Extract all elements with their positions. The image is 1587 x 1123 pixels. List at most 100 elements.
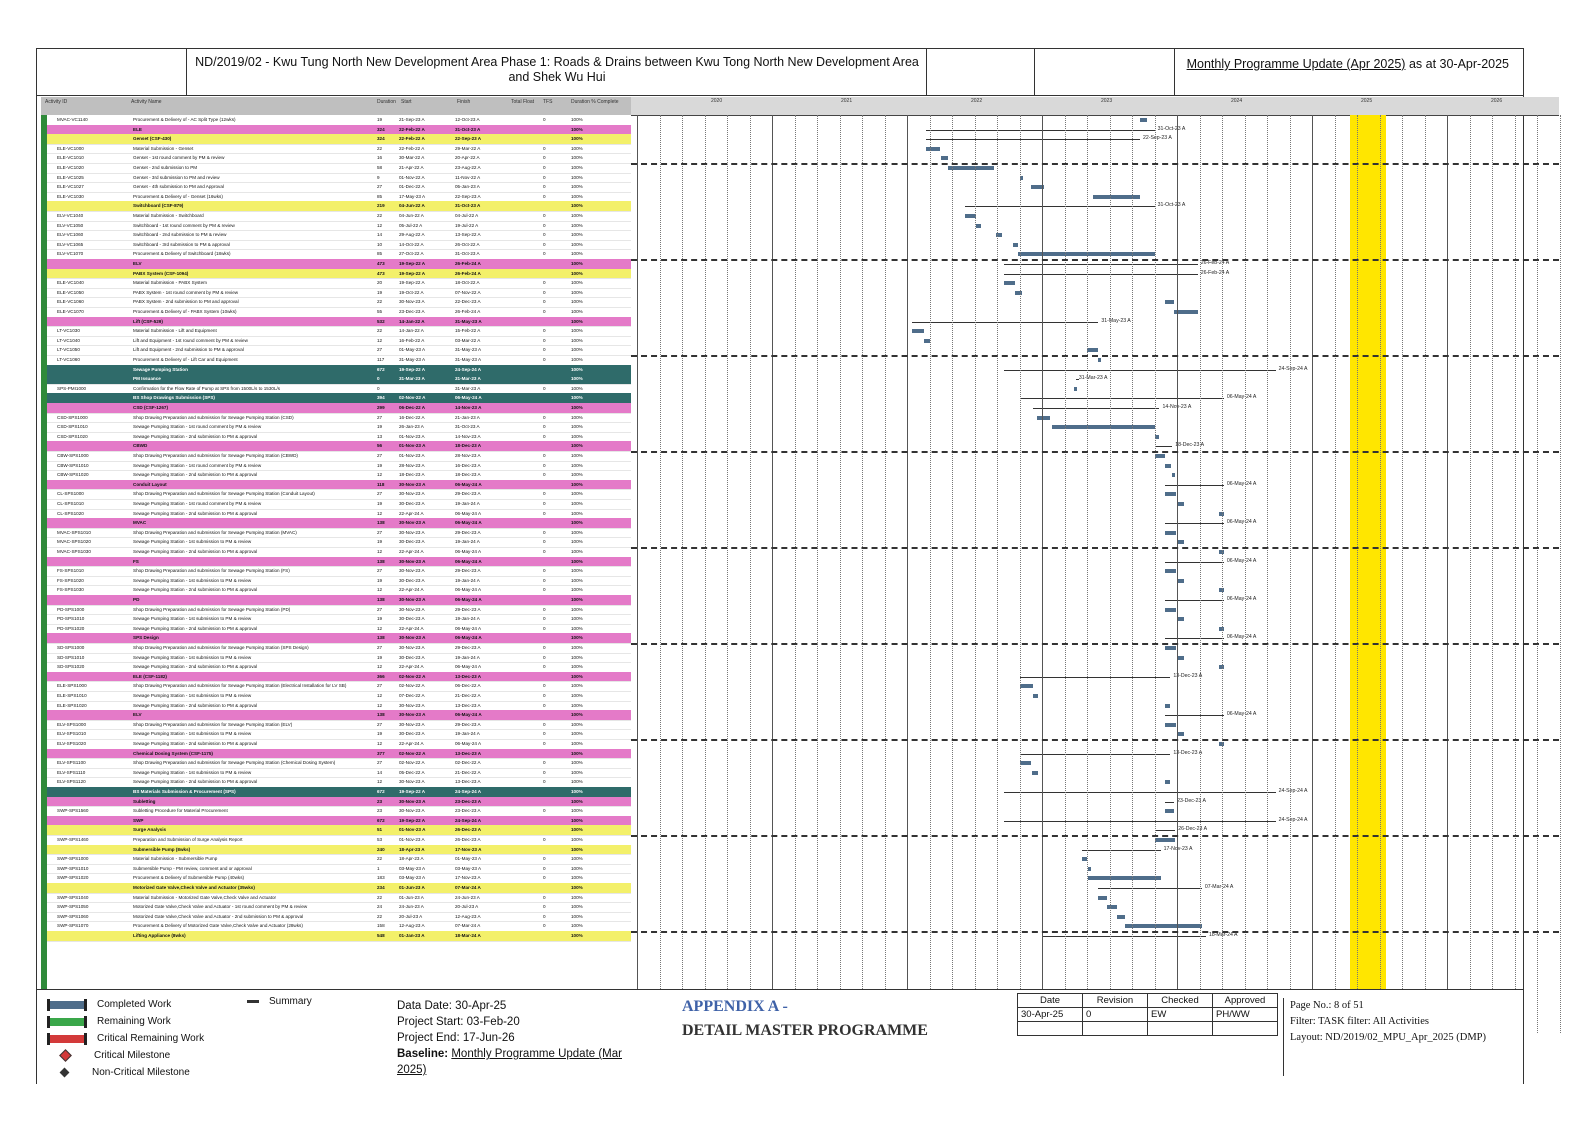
activity-row[interactable]: CBW-SPS1000 Shop Drawing Preparation and … xyxy=(47,451,631,462)
gantt-summary-line xyxy=(1165,523,1224,525)
activity-row[interactable]: LT-VC1030 Material Submission - Lift and … xyxy=(47,326,631,337)
activity-row[interactable]: ELV 138 30-Nov-23 A 06-May-24 A 100% xyxy=(47,710,631,721)
activity-row[interactable]: FS-SPS1020 Sewage Pumping Station - 1st s… xyxy=(47,576,631,587)
activity-start: 30-Nov-23 A xyxy=(399,520,426,526)
activity-row[interactable]: SD-SPS1000 Shop Drawing Preparation and s… xyxy=(47,643,631,654)
activity-finish: 13-Dec-23 A xyxy=(455,779,481,785)
activity-row[interactable]: CBW-SPS1010 Sewage Pumping Station - 1st … xyxy=(47,461,631,472)
activity-row[interactable]: ELE-VC1040 Material Submission - PABX Sys… xyxy=(47,278,631,289)
activity-start: 30-Dec-23 A xyxy=(399,654,425,660)
activity-finish: 19-Jul-22 A xyxy=(455,222,479,228)
activity-row[interactable]: Lift (CSF-529) 532 14-Jan-22 A 31-May-23 A 1… xyxy=(47,316,631,328)
activity-id: ELE-VC1000 xyxy=(57,145,84,151)
activity-row[interactable]: CL-SPS1010 Sewage Pumping Station - 1st r… xyxy=(47,499,631,510)
gantt-bar xyxy=(1087,348,1099,353)
activity-name: Lift and Equipment - 2nd submission to P… xyxy=(133,347,244,353)
col-total-float: Total Float xyxy=(511,99,535,105)
activity-id: SD-SPS1000 xyxy=(57,645,85,650)
activity-row[interactable]: ELE-VC1027 Genset - 4th submission to PM … xyxy=(47,182,631,193)
gantt-finish-label: 31-Oct-23 A xyxy=(1157,125,1186,132)
activity-row[interactable]: ELE (CSF-1182) 366 02-Nov-22 A 13-Dec-23 A 1… xyxy=(47,671,631,683)
activity-row[interactable]: SWP-SPS1050 Motorized Gate Valve,Check Va… xyxy=(47,902,631,913)
activity-row[interactable]: CSD (CSF-1267) 299 06-Dec-22 A 14-Nov-23 A 1… xyxy=(47,403,631,414)
gantt-gridline xyxy=(772,115,773,1033)
activity-float: 0 xyxy=(543,865,546,871)
activity-row[interactable]: Genset (CSF-430) 324 22-Feb-22 A 22-Sep-23 … xyxy=(47,134,631,145)
activity-row[interactable]: ELV-SPS1000 Shop Drawing Preparation and … xyxy=(47,720,631,731)
activity-pct: 100% xyxy=(571,472,583,478)
activity-row[interactable]: ELV-SPS1110 Sewage Pumping Station - 1st … xyxy=(47,768,631,779)
activity-pct: 100% xyxy=(571,491,583,497)
activity-row[interactable]: PABX System (CSF-1094) 473 19-Sep-22 A 26-F… xyxy=(47,268,631,280)
activity-start: 20-Jul-23 A xyxy=(399,913,423,919)
activity-id: FS-SPS1010 xyxy=(57,568,84,574)
activity-pct: 100% xyxy=(571,270,583,276)
activity-row[interactable]: SD-SPS1010 Sewage Pumping Station - 1st s… xyxy=(47,653,631,664)
activity-row[interactable]: SPS Design 138 30-Nov-23 A 06-May-24 A 100% xyxy=(47,633,631,644)
activity-row[interactable]: CL-SPS1000 Shop Drawing Preparation and s… xyxy=(47,489,631,500)
activity-row[interactable]: MVAC 138 30-Nov-23 A 06-May-24 A 100% xyxy=(47,518,631,529)
activity-pct: 100% xyxy=(571,414,583,420)
activity-row[interactable]: Lifting Appliance (8wks) 548 01-Jan-23 A 18… xyxy=(47,931,631,942)
activity-row[interactable]: ELE-VC1060 PABX System - 2nd submission t… xyxy=(47,297,631,308)
activity-row[interactable]: ELE-VC1010 Genset - 1st round comment by … xyxy=(47,153,631,164)
wbs-indent-bar xyxy=(41,115,47,1033)
activity-row[interactable]: ELE-VC1000 Material Submission - Genset 22… xyxy=(47,144,631,155)
activity-row[interactable]: SWP-SPS1060 Motorized Gate Valve,Check Va… xyxy=(47,912,631,923)
activity-row[interactable]: FS-SPS1010 Shop Drawing Preparation and s… xyxy=(47,566,631,577)
activity-pct: 100% xyxy=(571,837,583,842)
activity-start: 01-Nov-23 A xyxy=(399,837,425,842)
activity-row[interactable]: Chemical Dosing System (CSF-1175) 377 02-N… xyxy=(47,748,631,760)
activity-row[interactable]: MVAC-SPS1010 Shop Drawing Preparation and… xyxy=(47,528,631,539)
activity-row[interactable]: Switchboard (CSF-879) 219 04-Jun-22 A 31-Oc… xyxy=(47,201,631,212)
activity-row[interactable]: SWP-SPS1000 Material Submission - Submers… xyxy=(47,854,631,865)
activity-row[interactable]: ELE-SPS1010 Sewage Pumping Station - 1st … xyxy=(47,691,631,702)
activity-row[interactable]: PD-SPS1010 Sewage Pumping Station - 1st s… xyxy=(47,614,631,625)
activity-row[interactable]: ELV-VC1040 Material Submission - Switchbo… xyxy=(47,211,631,222)
gantt-bar xyxy=(1165,569,1177,574)
activity-duration: 58 xyxy=(377,165,383,170)
activity-row[interactable]: SWP-SPS1010 Submersible Pump - PM review,… xyxy=(47,864,631,875)
activity-row[interactable]: ELV-SPS1010 Sewage Pumping Station - 1st … xyxy=(47,729,631,740)
gantt-finish-label: 31-May-23 A xyxy=(1101,317,1131,324)
activity-row[interactable]: LT-VC1050 Lift and Equipment - 2nd submis… xyxy=(47,345,631,356)
gantt-bar xyxy=(940,156,949,161)
activity-row[interactable]: CBWD 56 01-Nov-23 A 18-Dec-23 A 100% xyxy=(47,441,631,452)
activity-row[interactable]: LT-VC1040 Lift and Equipment - 1st round … xyxy=(47,336,631,347)
activity-row[interactable]: ELV-SPS1100 Shop Drawing Preparation and … xyxy=(47,758,631,769)
activity-row[interactable]: ELE-SPS1000 Shop Drawing Preparation and … xyxy=(47,681,631,692)
remaining-bar-icon xyxy=(47,1015,87,1028)
activity-row[interactable]: Conduit Layout 118 30-Nov-23 A 06-May-24 A 1… xyxy=(47,479,631,491)
activity-row[interactable]: Motorized Gate Valve,Check Valve and Act… xyxy=(47,883,631,894)
activity-row[interactable]: ELV-VC1060 Switchboard - 2nd submission t… xyxy=(47,230,631,241)
activity-row[interactable]: ELE-VC1050 PABX System - 1st round commen… xyxy=(47,288,631,299)
activity-pct: 100% xyxy=(571,865,583,871)
gantt-chart: 31-Oct-23 A 22-Sep-23 A 31-Oct-23 A 26-Feb-… xyxy=(631,115,1561,1033)
activity-row[interactable]: PD 138 30-Nov-23 A 06-May-24 A 100% xyxy=(47,595,631,606)
activity-row[interactable]: MVAC-SPS1020 Sewage Pumping Station - 1st… xyxy=(47,537,631,548)
activity-duration: 1 xyxy=(377,865,380,871)
col-pct-complete: Duration % Complete xyxy=(571,99,619,105)
activity-row[interactable]: Surge Analysis 51 01-Nov-23 A 26-Dec-23 A 10… xyxy=(47,825,631,836)
activity-row[interactable]: Subletting 23 30-Nov-23 A 23-Dec-23 A 100% xyxy=(47,796,631,808)
activity-row[interactable]: ELV-VC1050 Switchboard - 1st round commen… xyxy=(47,221,631,232)
activity-pct: 100% xyxy=(571,433,583,439)
activity-row[interactable]: ELE-VC1020 Genset - 2nd submission to PM 5… xyxy=(47,163,631,174)
activity-duration: 672 xyxy=(377,789,385,794)
activity-row[interactable]: CSD-SPS1000 Shop Drawing Preparation and … xyxy=(47,413,631,424)
activity-row[interactable]: FS 138 30-Nov-23 A 06-May-24 A 100% xyxy=(47,556,631,568)
activity-row[interactable]: CSD-SPS1010 Sewage Pumping Station - 1st … xyxy=(47,422,631,433)
activity-row[interactable]: PD-SPS1000 Shop Drawing Preparation and s… xyxy=(47,605,631,616)
gantt-gridline xyxy=(1334,115,1336,1033)
activity-row[interactable]: SWP-SPS1040 Material Submission - Motoriz… xyxy=(47,893,631,904)
activity-row[interactable]: ELE-VC1025 Genset - 3rd submission to PM … xyxy=(47,173,631,184)
activity-start: 18-Apr-23 A xyxy=(399,846,425,852)
activity-row[interactable]: PM Issuance 0 31-Mar-23 A 31-Mar-23 A 100% xyxy=(47,374,631,385)
activity-row[interactable]: Submersible Pump (8wks) 240 18-Apr-23 A 17-… xyxy=(47,844,631,856)
activity-id: SWP-SPS1060 xyxy=(57,913,89,919)
gantt-bar xyxy=(1172,473,1176,478)
activity-row[interactable]: ELV-VC1065 Switchboard - 3rd submission t… xyxy=(47,240,631,251)
activity-pct: 100% xyxy=(571,222,583,228)
activity-id: ELV-VC1040 xyxy=(57,213,84,218)
activity-id: MVAC-SPS1020 xyxy=(57,539,91,545)
